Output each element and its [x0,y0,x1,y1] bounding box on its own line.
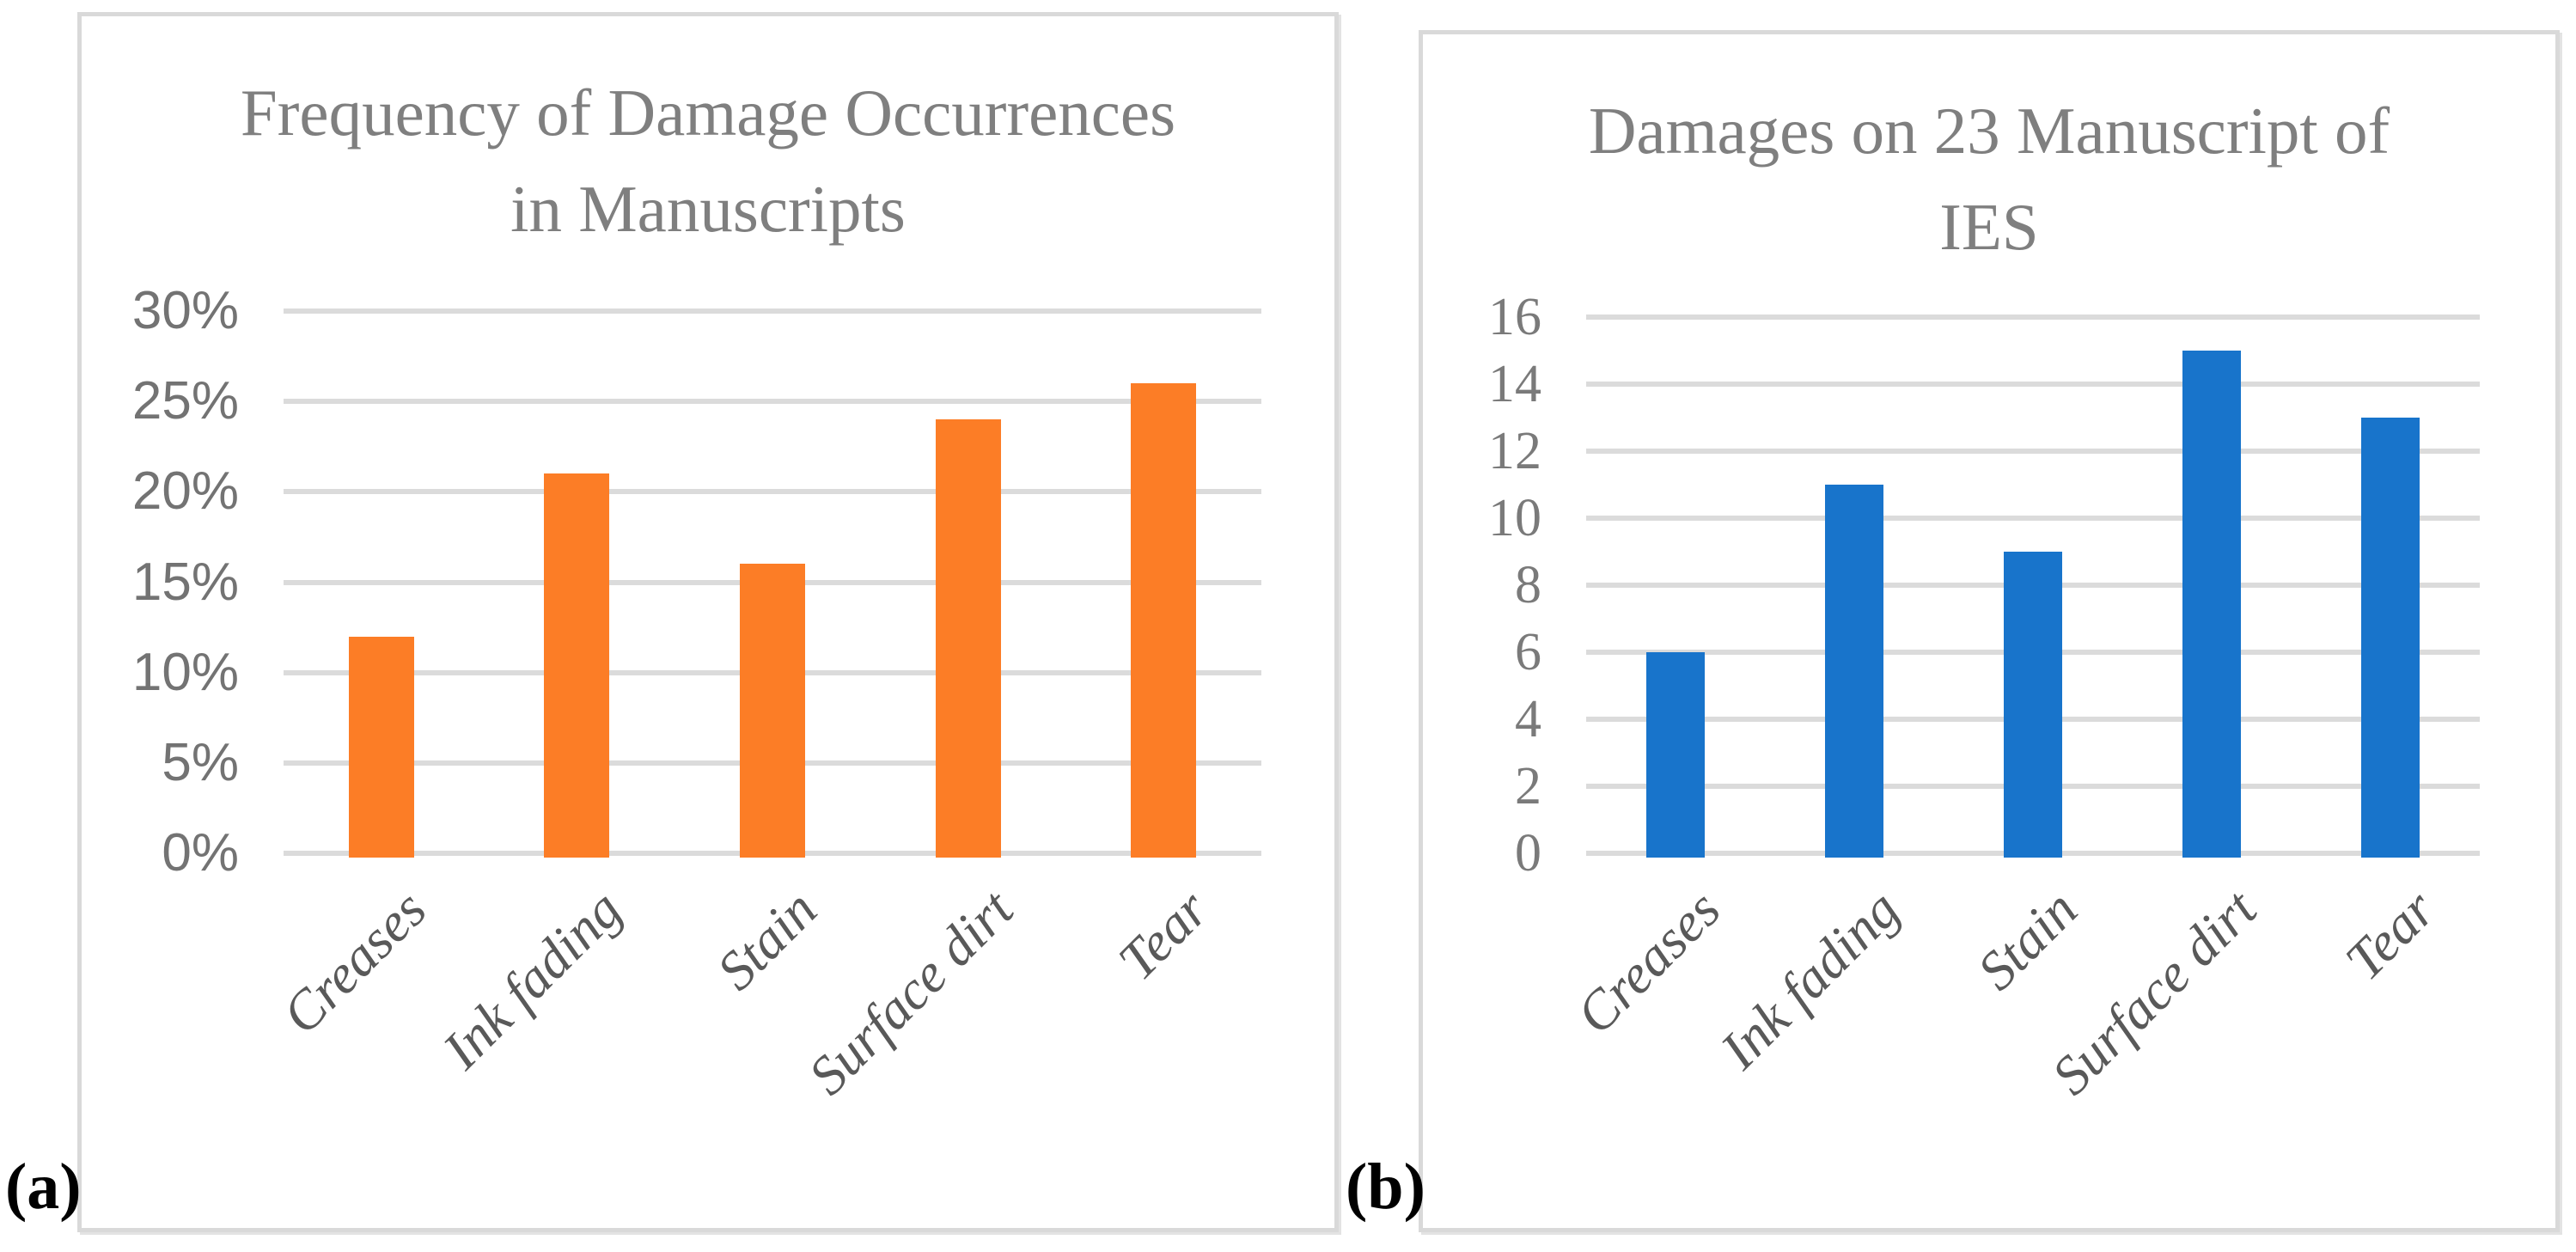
y-tick-label-10: 10 [1488,489,1541,547]
y-tick-label-15-: 15% [131,552,239,612]
bar-stain [2004,552,2062,858]
category-label-creases: Creases [1565,878,1732,1046]
chart-a-title-line1: Frequency of Damage Occurrences [240,76,1176,150]
y-tick-label-4: 4 [1515,690,1541,748]
gridline-20- [284,489,1261,495]
category-label-ink-fading: Ink fading [430,878,633,1081]
y-tick-label-20-: 20% [131,461,239,522]
category-label-stain: Stain [1966,878,2090,1002]
category-label-tear: Tear [2333,878,2447,992]
bar-stain [740,564,805,858]
category-label-stain: Stain [705,878,829,1002]
bar-ink-fading [544,473,610,858]
gridline-25- [284,399,1261,405]
y-tick-label-6: 6 [1515,623,1541,681]
panel-label-a: (a) [5,1151,82,1223]
gridline-30- [284,308,1261,314]
panel-b-damage-count-chart: Damages on 23 Manuscript of IES 0 2 4 6 8 10 1… [1419,30,2560,1232]
chart-a-title: Frequency of Damage Occurrences in Manus… [82,64,1334,257]
chart-b-title-line1: Damages on 23 Manuscript of [1588,94,2390,168]
y-tick-label-30-: 30% [131,281,239,340]
category-label-surface-dirt: Surface dirt [796,878,1024,1107]
bar-surface-dirt [2182,351,2241,858]
y-tick-label-12: 12 [1488,422,1541,480]
y-tick-label-25-: 25% [131,371,239,431]
y-tick-label-14: 14 [1488,355,1541,413]
category-label-creases: Creases [270,878,438,1046]
chart-b-title: Damages on 23 Manuscript of IES [1423,82,2555,275]
category-label-ink-fading: Ink fading [1708,878,1911,1081]
bar-ink-fading [1825,485,1883,858]
bar-tear [2361,418,2420,858]
gridline-12 [1586,449,2480,454]
y-tick-label-0-: 0% [162,823,239,883]
y-tick-label-10-: 10% [131,642,239,702]
y-tick-label-16: 16 [1488,288,1541,346]
category-label-tear: Tear [1107,878,1220,992]
bar-surface-dirt [935,419,1001,858]
chart-b-title-line2: IES [1939,190,2039,264]
bar-creases [1646,652,1705,858]
chart-a-title-line2: in Manuscripts [510,172,906,246]
y-tick-label-0: 0 [1515,824,1541,883]
y-tick-label-5-: 5% [162,732,239,792]
gridline-10 [1586,516,2480,521]
bar-creases [348,636,414,858]
bar-tear [1131,383,1197,858]
y-tick-label-2: 2 [1515,757,1541,815]
gridline-16 [1586,315,2480,320]
y-tick-label-8: 8 [1515,556,1541,614]
panel-a-damage-frequency-chart: Frequency of Damage Occurrences in Manus… [77,12,1339,1232]
gridline-14 [1586,382,2480,387]
panel-label-b: (b) [1346,1151,1425,1223]
